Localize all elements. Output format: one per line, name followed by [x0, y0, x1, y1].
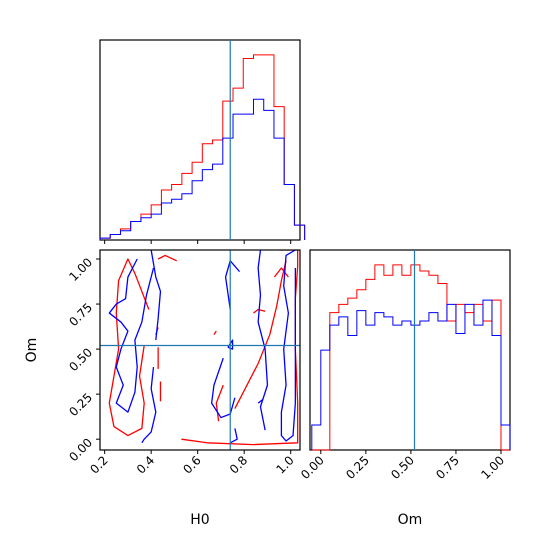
contour-x-tick-label: 0.8	[227, 453, 250, 476]
contour-blue-1	[150, 250, 162, 341]
contour-y-ticks: 0.00 0.25 0.50 0.75 1.00	[66, 255, 100, 464]
contour-lines	[108, 250, 299, 446]
om-hist-x-tick-label: 0.75	[433, 453, 462, 482]
h0-om-contour-panel: 0.2 0.4 0.6 0.8 1.0 0.000.250.500.751.00 H0 …	[24, 249, 301, 528]
om-hist-x-tick-label: 0.50	[388, 453, 417, 482]
contour-y-tick-label: 1.00	[66, 255, 95, 284]
h0-hist-series	[99, 54, 306, 240]
om-hist-x-tick-label: 1.00	[478, 453, 507, 482]
contour-blue-4	[210, 357, 236, 419]
contour-x-tick-label: 1.0	[273, 453, 296, 476]
om-hist-x-tick-label: 0.00	[298, 453, 327, 482]
h0-hist-frame	[99, 39, 301, 241]
contour-red-8	[253, 308, 266, 314]
contour-frame	[99, 249, 301, 451]
contour-blue-0	[108, 258, 155, 413]
contour-red-3	[215, 384, 224, 422]
contour-x-axis-label: H0	[190, 512, 209, 528]
contour-red-9	[273, 267, 289, 278]
contour-y-axis-label: Om	[24, 338, 40, 363]
om-hist-x-axis-label: Om	[398, 512, 423, 528]
om-hist-red-step	[311, 264, 510, 451]
contour-blue-5	[229, 428, 238, 444]
contour-blue-7	[280, 250, 296, 442]
contour-blue-2	[141, 367, 157, 444]
om-hist-frame	[309, 249, 511, 451]
contour-x-tick-label: 0.6	[180, 453, 203, 476]
contour-red-1	[181, 250, 299, 446]
contour-x-tick-label: 0.2	[87, 453, 110, 476]
contour-y-tick-label: 0.25	[66, 390, 95, 419]
contour-blue-6	[257, 250, 269, 431]
h0-hist-ticks	[104, 240, 292, 244]
contour-red-2	[234, 260, 287, 409]
contour-blue-3	[224, 260, 241, 310]
om-marginal-panel: 0.00 0.25 0.50 0.75 1.00 Om	[298, 249, 511, 528]
contour-x-ticks: 0.2 0.4 0.6 0.8 1.0	[87, 450, 297, 477]
contour-x-tick-label: 0.4	[134, 453, 157, 476]
contour-blue-9	[257, 399, 264, 404]
contour-y-tick-label: 0.50	[66, 345, 95, 374]
contour-red-7	[157, 254, 178, 262]
contour-y-tick-label: 0.00	[66, 435, 95, 464]
contour-y-tick-label: 0.75	[66, 300, 95, 329]
om-hist-x-ticks: 0.00 0.25 0.50 0.75 1.00	[298, 450, 507, 482]
om-hist-blue-step	[311, 299, 511, 450]
h0-marginal-panel	[99, 39, 306, 244]
om-hist-series	[311, 264, 511, 451]
contour-red-10	[213, 330, 217, 336]
h0-hist-blue-step	[99, 98, 306, 240]
om-hist-x-tick-label: 0.25	[343, 453, 372, 482]
h0-hist-red-step	[99, 54, 306, 240]
